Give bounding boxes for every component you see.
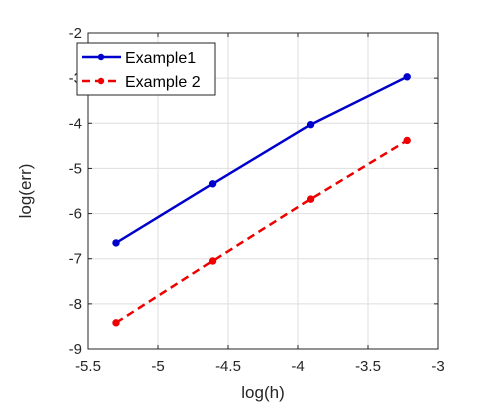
legend-entry-example-2: Example 2 [82,74,201,91]
data-point [306,195,315,203]
x-tick-label: -4 [291,358,304,375]
legend-entry-example1: Example1 [82,50,196,67]
x-tick-label: -5.5 [75,358,101,375]
y-tick-label: -7 [69,251,82,268]
legend-label-example-2: Example 2 [125,74,201,91]
legend-marker-example1 [97,53,105,61]
x-axis-label: log(h) [241,383,284,402]
series-line-example1 [115,75,408,244]
legend-marker-example-2 [97,77,105,85]
x-tick-label: -4.5 [215,358,241,375]
y-tick-label: -6 [69,206,82,223]
y-tick-label: -8 [69,296,82,313]
data-point [208,180,217,188]
x-tick-label: -3 [431,358,444,375]
y-axis-label: log(err) [16,164,35,219]
data-point [403,73,411,81]
legend-label-example1: Example1 [125,50,196,67]
series-example-2 [112,136,411,327]
legend-box [76,42,216,96]
axes-frame [87,32,439,350]
y-tick-label: -2 [69,25,82,42]
series-line-example-2 [115,139,408,324]
y-tick-label: -9 [69,341,82,358]
data-point [208,257,217,265]
series-example1 [112,73,411,247]
data-point [112,239,120,247]
x-tick-label: -3.5 [355,358,381,375]
y-tick-label: -5 [69,160,82,177]
data-point [403,136,411,145]
axis-ticks: -5.5 -5 -4.5 -4 -3.5 -3-2-3-4-5-6-7-8-9 [69,25,445,375]
data-series [112,73,411,327]
y-tick-label: -4 [69,115,82,132]
data-point [112,319,120,327]
x-tick-label: -5 [151,358,164,375]
data-point [306,120,315,129]
legend: Example1 Example 2 [76,42,216,96]
